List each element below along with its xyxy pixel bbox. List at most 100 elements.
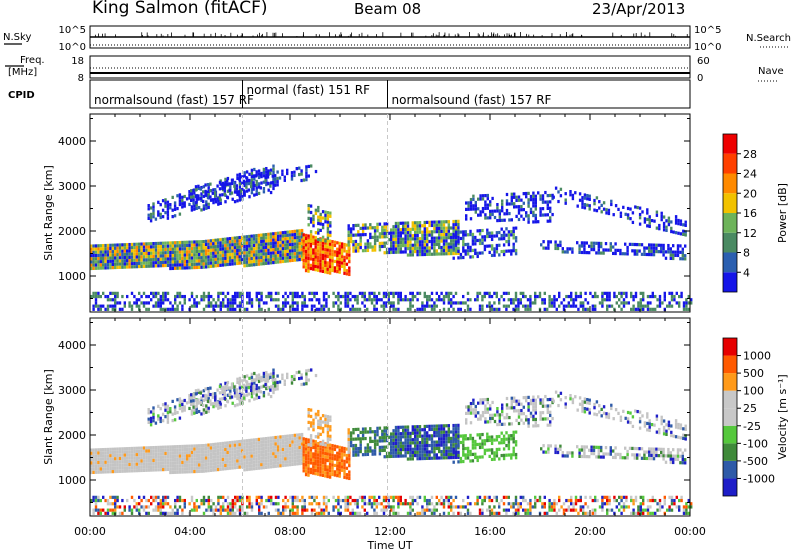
power-cell	[193, 249, 196, 254]
power-cell	[198, 265, 201, 269]
power-cell	[660, 243, 663, 247]
velocity-cell	[186, 454, 189, 458]
velocity-cell	[150, 452, 153, 456]
power-cell	[618, 298, 621, 302]
power-cell	[90, 263, 93, 267]
power-cell	[550, 298, 554, 302]
power-cell	[149, 215, 153, 220]
power-cell	[276, 241, 280, 245]
power-cell	[178, 199, 182, 203]
power-cell	[570, 304, 573, 308]
power-cell	[404, 234, 407, 238]
power-cell	[250, 244, 253, 248]
power-cell	[490, 307, 494, 311]
power-cell	[305, 178, 308, 182]
power-cell	[368, 298, 371, 302]
power-cell	[541, 298, 544, 302]
power-cell	[625, 291, 628, 295]
velocity-cell	[312, 445, 315, 450]
power-cell	[423, 233, 426, 237]
velocity-cell	[166, 411, 170, 415]
power-cell	[288, 252, 292, 256]
power-cell	[450, 226, 453, 230]
velocity-cell	[135, 469, 138, 473]
velocity-cell	[169, 467, 172, 471]
power-cell	[675, 301, 678, 305]
power-cell	[328, 271, 332, 275]
power-cell	[639, 291, 642, 295]
power-cell	[459, 256, 463, 260]
velocity-cell	[433, 434, 436, 438]
power-cell	[233, 249, 237, 253]
velocity-cell	[296, 462, 299, 466]
velocity-cell	[200, 447, 203, 451]
velocity-cell	[147, 462, 150, 466]
power-cell	[329, 230, 332, 234]
power-cell	[138, 307, 141, 311]
power-cell	[262, 252, 265, 256]
velocity-cell	[399, 454, 402, 458]
power-cell	[94, 260, 98, 264]
power-cell	[236, 176, 239, 181]
power-cell	[338, 241, 341, 245]
power-cell	[181, 266, 184, 270]
velocity-cell	[162, 448, 165, 453]
power-cell	[397, 250, 400, 254]
velocity-cell	[284, 444, 287, 448]
power-cell	[145, 264, 148, 268]
velocity-cell	[435, 453, 438, 457]
velocity-cell	[142, 452, 146, 456]
power-cell	[388, 231, 391, 235]
power-cell	[250, 257, 253, 261]
power-cell	[145, 301, 148, 305]
velocity-cell	[109, 460, 112, 464]
power-cell	[608, 291, 611, 295]
power-cell	[539, 207, 542, 211]
power-cell	[574, 298, 578, 302]
power-cell	[476, 251, 479, 255]
velocity-cell	[226, 399, 229, 403]
velocity-cell	[314, 449, 317, 453]
power-cell	[520, 198, 523, 202]
power-cell	[102, 247, 105, 251]
power-cell	[440, 245, 443, 250]
power-cell	[243, 183, 246, 188]
velocity-cell	[276, 384, 279, 388]
power-cell	[406, 234, 410, 238]
power-cell	[376, 238, 379, 242]
power-cell	[428, 230, 431, 234]
power-cell	[116, 253, 119, 257]
power-cell	[138, 261, 141, 265]
velocity-cell	[281, 451, 285, 455]
velocity-cell	[99, 451, 102, 455]
power-cell	[304, 237, 308, 241]
power-cell	[111, 307, 114, 311]
power-cell	[269, 261, 273, 265]
velocity-cell	[262, 443, 265, 447]
power-cell	[128, 242, 131, 247]
power-cell	[588, 194, 591, 198]
power-cell	[238, 193, 241, 197]
power-cell	[354, 307, 357, 311]
velocity-cell	[274, 464, 277, 468]
power-cell	[154, 241, 158, 246]
power-cell	[205, 294, 208, 299]
power-cell	[130, 265, 134, 269]
power-cell	[459, 236, 463, 241]
power-cell	[614, 242, 617, 246]
velocity-cell	[150, 468, 153, 472]
velocity-cell	[314, 446, 317, 450]
power-cell	[495, 231, 499, 235]
power-cell	[519, 298, 522, 302]
power-cell	[354, 249, 358, 253]
velocity-cell	[279, 435, 282, 439]
power-cell	[447, 291, 450, 295]
power-cell	[527, 214, 530, 218]
power-cell	[106, 304, 110, 308]
power-cell	[347, 240, 350, 244]
velocity-cell	[383, 426, 386, 430]
power-cell	[159, 212, 162, 216]
velocity-cell	[352, 431, 355, 435]
power-cell	[174, 257, 177, 261]
power-cell	[233, 255, 237, 259]
